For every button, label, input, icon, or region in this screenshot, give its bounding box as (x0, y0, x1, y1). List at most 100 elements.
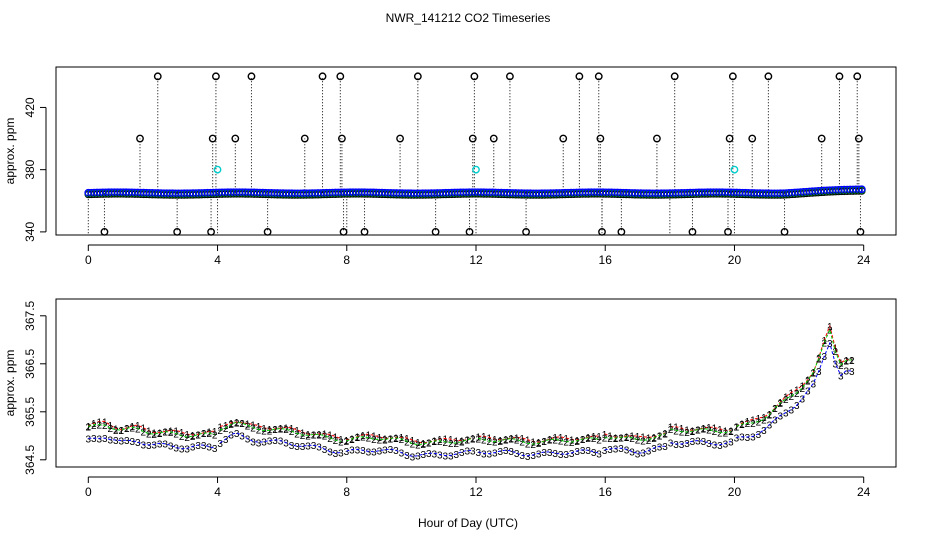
bottom-series-2-point: 2 (470, 434, 476, 445)
top-outlier-point (617, 227, 626, 236)
bottom-series-3-point: 3 (91, 434, 97, 445)
bottom-series-1-point: 1 (140, 424, 146, 435)
bottom-series-2-point: 2 (415, 441, 421, 452)
bottom-series-3-point: 3 (195, 441, 201, 452)
bottom-series-3-point: 3 (426, 449, 432, 460)
bottom-series-1-point: 1 (217, 422, 223, 433)
bottom-series-2-point: 2 (849, 356, 855, 367)
bottom-series-3-point: 3 (701, 437, 707, 448)
bottom-series-2-point: 2 (706, 425, 712, 436)
top-outlier-point (336, 72, 345, 81)
bottom-series-3-point: 3 (821, 352, 827, 363)
bottom-series-3-point: 3 (668, 439, 674, 450)
bottom-series-3-point: 3 (443, 452, 449, 463)
bottom-series-1-point: 1 (316, 430, 322, 441)
bottom-series-3-point: 3 (662, 442, 668, 453)
top-axes: 0 4 8 12 16 20 24 340 380 420 (23, 97, 871, 267)
bottom-series-2-point: 2 (388, 434, 394, 445)
bottom-series-2-point: 2 (767, 411, 773, 422)
bottom-series-3-point: 3 (146, 441, 152, 452)
bottom-series-3-point: 3 (294, 442, 300, 453)
bottom-series-2-point: 2 (602, 434, 608, 445)
bottom-series-2-point: 2 (393, 434, 399, 445)
bottom-series-2-point: 2 (327, 434, 333, 445)
bottom-series-1-point: 1 (794, 386, 800, 397)
bottom-series-2-point: 2 (272, 425, 278, 436)
bottom-series-1-point: 1 (723, 426, 729, 437)
bottom-series-1-point: 1 (679, 424, 685, 435)
bottom-series-3-point: 3 (454, 450, 460, 461)
bottom-series-1-point: 1 (113, 424, 119, 435)
top-outlier-point (153, 72, 162, 81)
bottom-series-1-point: 1 (443, 434, 449, 445)
bottom-series-1-point: 1 (569, 436, 575, 447)
bottom-panel: approx. ppm 0 4 8 12 16 20 24364.5365.5366.536… (3, 298, 897, 499)
top-outlier-point (100, 227, 109, 236)
top-outlier-point (559, 134, 568, 143)
bottom-series-2-point: 2 (761, 415, 767, 426)
bottom-series-3-point: 3 (371, 448, 377, 459)
bottom-series-2-point: 2 (745, 419, 751, 430)
bottom-series-1-point: 1 (701, 424, 707, 435)
bottom-series-2-point: 2 (739, 420, 745, 431)
bottom-series-1-point: 1 (519, 434, 525, 445)
bottom-series-3-point: 3 (448, 451, 454, 462)
bottom-series-2-point: 2 (245, 421, 251, 432)
bottom-plot-frame (55, 298, 897, 468)
bottom-series-3-point: 3 (184, 444, 190, 455)
bottom-series-2-point: 2 (217, 426, 223, 437)
bottom-series-2-point: 2 (569, 438, 575, 449)
bottom-series-1-point: 1 (646, 433, 652, 444)
bottom-series-3-point: 3 (690, 437, 696, 448)
bottom-series-2-point: 2 (355, 433, 361, 444)
bottom-series-2-point: 2 (190, 432, 196, 443)
bottom-series-3-point: 3 (173, 443, 179, 454)
bottom-series-1-point: 1 (514, 433, 520, 444)
bottom-series-1-point: 1 (190, 431, 196, 442)
top-outlier-point (506, 72, 514, 81)
bottom-series-2-point: 2 (377, 436, 383, 447)
bottom-series-1-point: 1 (602, 430, 608, 441)
bottom-series-3-point: 3 (530, 451, 536, 462)
bottom-series-1-point: 1 (404, 434, 410, 445)
bottom-series-2-line (478, 437, 600, 445)
top-x-tick-label: 12 (469, 253, 483, 267)
bottom-x-tick-label: 16 (599, 485, 613, 499)
bottom-series-3-point: 3 (256, 438, 262, 449)
bottom-series-2-point: 2 (668, 425, 674, 436)
bottom-series-1-point: 1 (640, 433, 646, 444)
bottom-x-tick-label: 20 (728, 485, 742, 499)
bottom-series-1-point: 1 (789, 388, 795, 399)
bottom-series-3-point: 3 (778, 411, 784, 422)
bottom-series-2-point: 2 (684, 428, 690, 439)
bottom-series-1-point: 1 (717, 425, 723, 436)
bottom-series-1-point: 1 (486, 433, 492, 444)
bottom-series-3-point: 3 (206, 443, 212, 454)
bottom-series-2-point: 2 (179, 432, 185, 443)
bottom-series-2-point: 2 (426, 438, 432, 449)
bottom-series-2-point: 2 (717, 429, 723, 440)
top-y-tick-label: 340 (23, 222, 37, 242)
bottom-series-3-point: 3 (410, 452, 416, 463)
bottom-series-2-point: 2 (344, 437, 350, 448)
bottom-series-2-point: 2 (525, 439, 531, 450)
bottom-series-2-point: 2 (184, 433, 190, 444)
bottom-series-1-point: 1 (629, 432, 635, 443)
bottom-series-3-point: 3 (239, 431, 245, 442)
top-outlier-point (413, 72, 422, 81)
top-outlier-point (596, 134, 605, 143)
bottom-series-3-point: 3 (360, 446, 366, 457)
bottom-series-2-point: 2 (239, 419, 245, 430)
bottom-series-2-point: 2 (464, 436, 470, 447)
bottom-series-1-point: 1 (734, 422, 740, 433)
bottom-series-2-point: 2 (360, 433, 366, 444)
bottom-series-1-point: 1 (278, 424, 284, 435)
bottom-series-3-point: 3 (805, 387, 811, 398)
top-x-tick-label: 0 (85, 253, 92, 267)
bottom-series-2-point: 2 (91, 421, 97, 432)
bottom-series-1-point: 1 (289, 424, 295, 435)
top-outlier-point (338, 134, 346, 143)
bottom-series-2-point: 2 (558, 436, 564, 447)
bottom-series-3-point: 3 (536, 449, 542, 460)
bottom-series-2-point: 2 (300, 431, 306, 442)
